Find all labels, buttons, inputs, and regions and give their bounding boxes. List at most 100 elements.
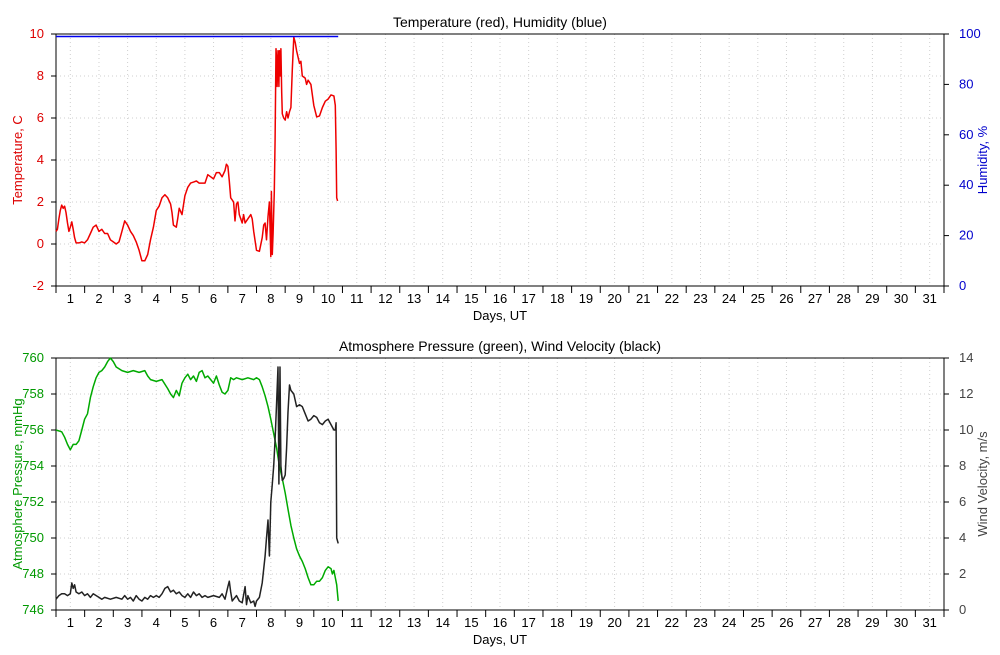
x-tick-label: 4 xyxy=(153,615,160,630)
x-tick-label: 30 xyxy=(894,615,908,630)
x-tick-label: 9 xyxy=(296,615,303,630)
x-tick-label: 29 xyxy=(865,615,879,630)
x-tick-label: 21 xyxy=(636,291,650,306)
left-tick-label: 2 xyxy=(37,194,44,209)
x-tick-label: 29 xyxy=(865,291,879,306)
x-tick-label: 16 xyxy=(493,291,507,306)
x-tick-label: 11 xyxy=(350,291,364,306)
x-tick-label: 1 xyxy=(67,615,74,630)
x-tick-label: 5 xyxy=(181,291,188,306)
x-tick-label: 27 xyxy=(808,615,822,630)
x-tick-label: 31 xyxy=(922,291,936,306)
x-tick-label: 5 xyxy=(181,615,188,630)
left-tick-label: 752 xyxy=(22,494,44,509)
right-tick-label: 8 xyxy=(959,458,966,473)
x-tick-label: 21 xyxy=(636,615,650,630)
x-tick-label: 24 xyxy=(722,615,736,630)
left-tick-label: 754 xyxy=(22,458,44,473)
x-tick-label: 10 xyxy=(321,615,335,630)
right-tick-label: 2 xyxy=(959,566,966,581)
x-tick-label: 10 xyxy=(321,291,335,306)
right-tick-label: 14 xyxy=(959,350,973,365)
x-tick-label: 11 xyxy=(350,615,364,630)
right-tick-label: 40 xyxy=(959,177,973,192)
x-tick-label: 18 xyxy=(550,615,564,630)
x-tick-label: 19 xyxy=(579,615,593,630)
right-tick-label: 12 xyxy=(959,386,973,401)
x-tick-label: 15 xyxy=(464,291,478,306)
left-tick-label: 10 xyxy=(30,26,44,41)
left-axis-label: Atmosphere Pressure, mmHg xyxy=(10,398,25,569)
left-tick-label: 746 xyxy=(22,602,44,617)
chart-panel-2: 1 2 3 4 5 6 7 8 9 10 11 12 13 14 15 16 17 18 19 20 21 22 23 24 2… xyxy=(10,338,990,647)
x-axis-label: Days, UT xyxy=(473,308,527,323)
x-tick-label: 28 xyxy=(837,291,851,306)
x-axis-label: Days, UT xyxy=(473,632,527,647)
series-line-2 xyxy=(55,366,339,608)
x-tick-label: 12 xyxy=(378,291,392,306)
x-tick-label: 19 xyxy=(579,291,593,306)
plot-frame xyxy=(55,357,945,611)
x-tick-label: 6 xyxy=(210,615,217,630)
x-tick-label: 1 xyxy=(67,291,74,306)
left-tick-label: 6 xyxy=(37,110,44,125)
x-tick-label: 17 xyxy=(521,291,535,306)
left-tick-label: 760 xyxy=(22,350,44,365)
right-tick-label: 60 xyxy=(959,127,973,142)
x-tick-label: 17 xyxy=(521,615,535,630)
x-tick-label: 18 xyxy=(550,291,564,306)
x-tick-label: 23 xyxy=(693,291,707,306)
x-tick-label: 16 xyxy=(493,615,507,630)
right-tick-label: 10 xyxy=(959,422,973,437)
x-tick-label: 20 xyxy=(607,291,621,306)
x-tick-label: 6 xyxy=(210,291,217,306)
left-tick-label: 748 xyxy=(22,566,44,581)
x-tick-label: 25 xyxy=(751,291,765,306)
x-tick-label: 27 xyxy=(808,291,822,306)
left-tick-label: 8 xyxy=(37,68,44,83)
x-tick-label: 26 xyxy=(779,615,793,630)
x-tick-label: 23 xyxy=(693,615,707,630)
right-tick-label: 0 xyxy=(959,602,966,617)
right-tick-label: 80 xyxy=(959,76,973,91)
right-tick-label: 100 xyxy=(959,26,981,41)
left-tick-label: 750 xyxy=(22,530,44,545)
x-tick-label: 13 xyxy=(407,615,421,630)
x-tick-label: 14 xyxy=(435,615,449,630)
x-tick-label: 8 xyxy=(267,291,274,306)
right-tick-label: 0 xyxy=(959,278,966,293)
x-tick-label: 28 xyxy=(837,615,851,630)
x-tick-label: 30 xyxy=(894,291,908,306)
left-tick-label: 758 xyxy=(22,386,44,401)
x-tick-label: 22 xyxy=(665,291,679,306)
chart-title: Temperature (red), Humidity (blue) xyxy=(393,14,607,30)
x-tick-label: 9 xyxy=(296,291,303,306)
x-tick-label: 15 xyxy=(464,615,478,630)
x-tick-label: 14 xyxy=(435,291,449,306)
left-axis-label: Temperature, C xyxy=(10,115,25,205)
x-tick-label: 31 xyxy=(922,615,936,630)
left-tick-label: 4 xyxy=(37,152,44,167)
right-tick-label: 4 xyxy=(959,530,966,545)
x-tick-label: 22 xyxy=(665,615,679,630)
left-tick-label: 756 xyxy=(22,422,44,437)
x-tick-label: 25 xyxy=(751,615,765,630)
x-tick-label: 3 xyxy=(124,615,131,630)
x-tick-label: 20 xyxy=(607,615,621,630)
x-tick-label: 13 xyxy=(407,291,421,306)
left-tick-label: 0 xyxy=(37,236,44,251)
x-tick-label: 8 xyxy=(267,615,274,630)
x-tick-label: 2 xyxy=(95,291,102,306)
x-tick-label: 2 xyxy=(95,615,102,630)
left-tick-label: -2 xyxy=(32,278,44,293)
right-axis-label: Wind Velocity, m/s xyxy=(975,431,990,537)
x-tick-label: 7 xyxy=(239,615,246,630)
right-tick-label: 20 xyxy=(959,228,973,243)
x-tick-label: 12 xyxy=(378,615,392,630)
x-tick-label: 7 xyxy=(239,291,246,306)
chart-panel-1: 1 2 3 4 5 6 7 8 9 10 11 12 13 14 15 16 17 18 19 20 21 22 23 24 2… xyxy=(10,14,990,323)
x-tick-label: 26 xyxy=(779,291,793,306)
series-line-1 xyxy=(55,36,339,262)
